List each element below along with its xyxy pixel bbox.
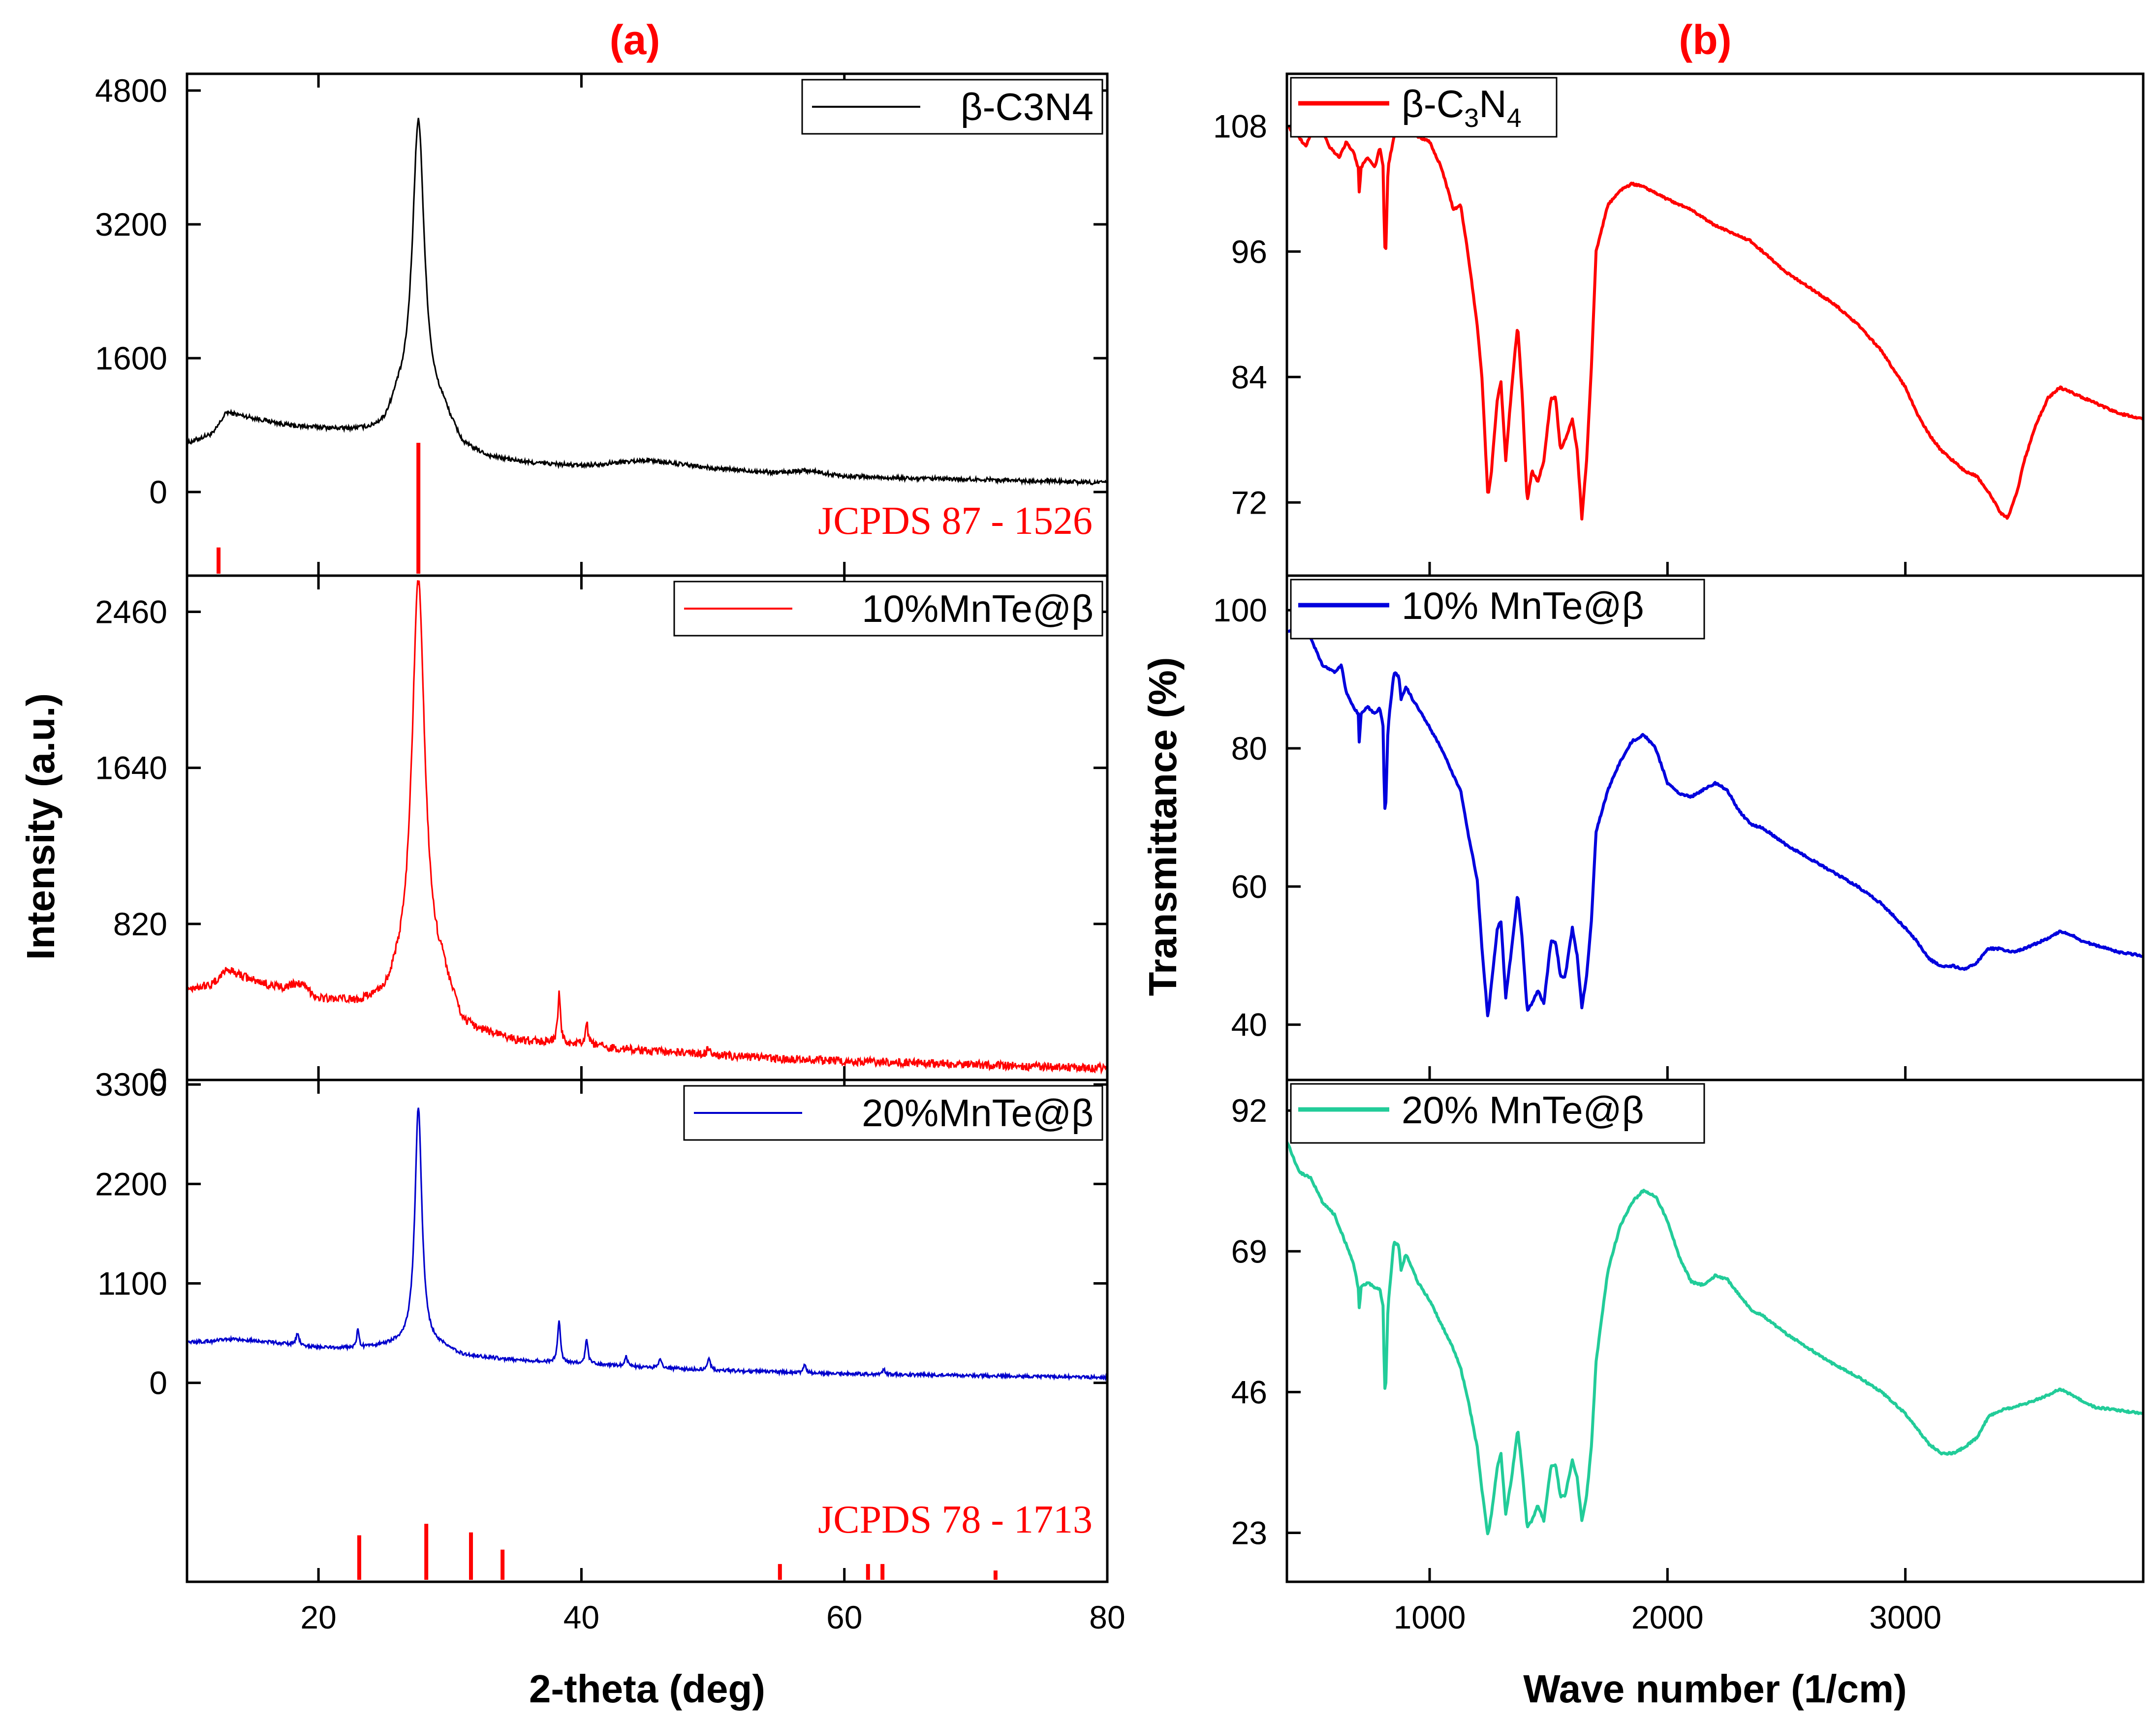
y-tick-label: 2460 [95, 593, 167, 630]
ftir-curve-2 [1286, 628, 2144, 1017]
x-tick-label: 2000 [1631, 1599, 1704, 1635]
xrd-subplot-2: 0 820 1640 2460 10%MnTe@β [95, 574, 1109, 1098]
xrd-curve-2 [186, 580, 1108, 1075]
panel-b-label: (b) [1679, 17, 1731, 63]
legend-subscript: 3 [1464, 103, 1479, 133]
y-tick-label: 1100 [97, 1265, 167, 1302]
legend-box [1290, 1083, 1705, 1144]
xrd-panel: (a) JCPDS 87 - 1526 0 1600 3200 4800 β-C3N4 0 82… [19, 17, 1125, 1711]
y-tick-label: 108 [1213, 108, 1267, 144]
y-tick-label: 92 [1231, 1092, 1267, 1129]
reference-label: JCPDS 87 - 1526 [818, 499, 1093, 543]
ftir-subplot-1: 72 84 96 108 β-C3N4 [1213, 72, 2145, 577]
xrd-subplot-3: JCPDS 78 - 1713 0 1100 2200 3300 20%MnTe@β [95, 1066, 1109, 1583]
x-axis-label: Wave number (1/cm) [1523, 1667, 1906, 1711]
y-tick-label: 69 [1231, 1233, 1267, 1269]
y-tick-label: 96 [1231, 233, 1267, 270]
y-tick-label: 0 [149, 1365, 167, 1401]
y-tick-label: 0 [149, 1062, 167, 1098]
y-tick-label: 4800 [95, 72, 167, 109]
y-tick-label: 40 [1231, 1007, 1267, 1043]
y-tick-label: 3300 [95, 1066, 167, 1103]
reference-label: JCPDS 78 - 1713 [818, 1498, 1093, 1541]
xrd-subplot-2-frame [186, 574, 1109, 1081]
ftir-curve-1 [1286, 119, 2145, 521]
legend-label: 20%MnTe@β [862, 1091, 1094, 1135]
y-tick-label: 0 [149, 474, 167, 510]
x-tick-label: 40 [563, 1599, 599, 1635]
legend-part: β-C [1402, 82, 1464, 125]
ftir-subplot-2: 40 60 80 100 10% MnTe@β [1213, 574, 2145, 1081]
y-tick-label: 1640 [95, 750, 167, 786]
y-axis-label: Intensity (a.u.) [19, 693, 62, 960]
legend-part: N [1479, 82, 1506, 125]
legend-label: 10% MnTe@β [1402, 584, 1644, 627]
y-tick-label: 820 [113, 906, 167, 942]
legend-box [673, 581, 1103, 637]
x-tick-label: 3000 [1869, 1599, 1941, 1635]
legend-label: 10%MnTe@β [862, 587, 1094, 630]
legend-box [1290, 579, 1705, 640]
legend-label: β-C3N4 [961, 85, 1094, 128]
y-tick-label: 72 [1231, 484, 1267, 521]
y-tick-label: 23 [1231, 1514, 1267, 1551]
ftir-curve-3 [1285, 1141, 2144, 1536]
y-tick-label: 80 [1231, 730, 1267, 767]
xrd-curve-1 [186, 118, 1108, 487]
x-tick-label: 60 [826, 1599, 862, 1635]
x-tick-label: 1000 [1394, 1599, 1466, 1635]
legend-label: 20% MnTe@β [1402, 1088, 1644, 1132]
y-tick-label: 100 [1213, 592, 1267, 628]
xrd-curve-3 [186, 1108, 1108, 1382]
x-axis-label: 2-theta (deg) [529, 1667, 765, 1711]
y-tick-label: 2200 [95, 1166, 167, 1202]
y-tick-label: 60 [1231, 868, 1267, 905]
y-axis-label: Transmittance (%) [1141, 657, 1185, 996]
legend-subscript: 4 [1507, 103, 1522, 133]
y-tick-label: 3200 [95, 206, 167, 243]
panel-a-label: (a) [610, 17, 660, 63]
ftir-panel: (b) 72 84 96 108 β-C3N4 40 60 80 100 10% MnTe@β 23 4… [1141, 17, 2145, 1711]
legend-label: β-C3N4 [1402, 82, 1522, 133]
legend-box [1290, 77, 1558, 138]
y-tick-label: 1600 [95, 340, 167, 376]
x-tick-label: 20 [300, 1599, 336, 1635]
y-tick-label: 46 [1231, 1374, 1267, 1410]
y-tick-label: 84 [1231, 359, 1267, 395]
x-tick-label: 80 [1089, 1599, 1125, 1635]
ftir-subplot-3-frame [1285, 1078, 2145, 1583]
xrd-subplot-3-frame [186, 1078, 1109, 1583]
xrd-subplot-1: JCPDS 87 - 1526 0 1600 3200 4800 β-C3N4 [95, 72, 1109, 577]
ftir-subplot-3: 23 46 69 92 20% MnTe@β [1231, 1078, 2145, 1583]
ftir-subplot-2-frame [1285, 574, 2145, 1081]
